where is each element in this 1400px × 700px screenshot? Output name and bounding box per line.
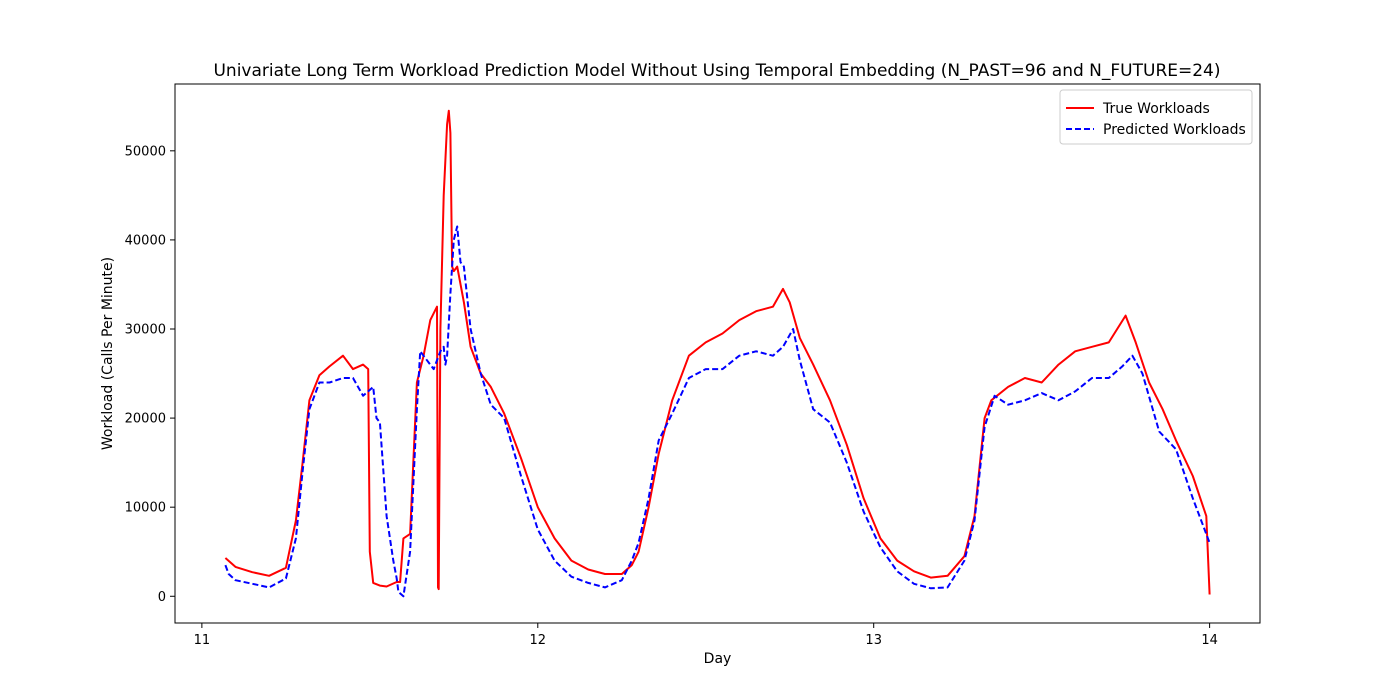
x-axis-label: Day bbox=[704, 651, 732, 667]
predicted-workloads-line bbox=[224, 225, 1211, 598]
y-axis-label: Workload (Calls Per Minute) bbox=[100, 257, 116, 450]
y-tick-label: 0 bbox=[158, 590, 166, 605]
x-tick-label: 11 bbox=[194, 633, 211, 648]
x-axis: 11 12 13 14 bbox=[194, 623, 1218, 648]
true-workloads-line bbox=[224, 109, 1211, 595]
x-tick-label: 13 bbox=[865, 633, 882, 648]
y-tick-label: 10000 bbox=[125, 501, 166, 516]
x-tick-label: 14 bbox=[1201, 633, 1218, 648]
legend: True Workloads Predicted Workloads bbox=[1059, 89, 1253, 145]
legend-entry-label: Predicted Workloads bbox=[1103, 122, 1246, 138]
y-axis: 0 10000 20000 30000 40000 50000 bbox=[125, 144, 175, 605]
series-layer bbox=[224, 109, 1211, 598]
legend-box bbox=[1059, 89, 1253, 145]
x-tick-label: 12 bbox=[530, 633, 547, 648]
legend-entry-label: True Workloads bbox=[1102, 101, 1210, 117]
y-tick-label: 30000 bbox=[125, 323, 166, 338]
plot-area-frame bbox=[174, 83, 1261, 624]
y-tick-label: 40000 bbox=[125, 233, 166, 248]
chart-title: Univariate Long Term Workload Prediction… bbox=[213, 61, 1220, 81]
y-tick-label: 20000 bbox=[125, 412, 166, 427]
y-tick-label: 50000 bbox=[125, 144, 166, 159]
